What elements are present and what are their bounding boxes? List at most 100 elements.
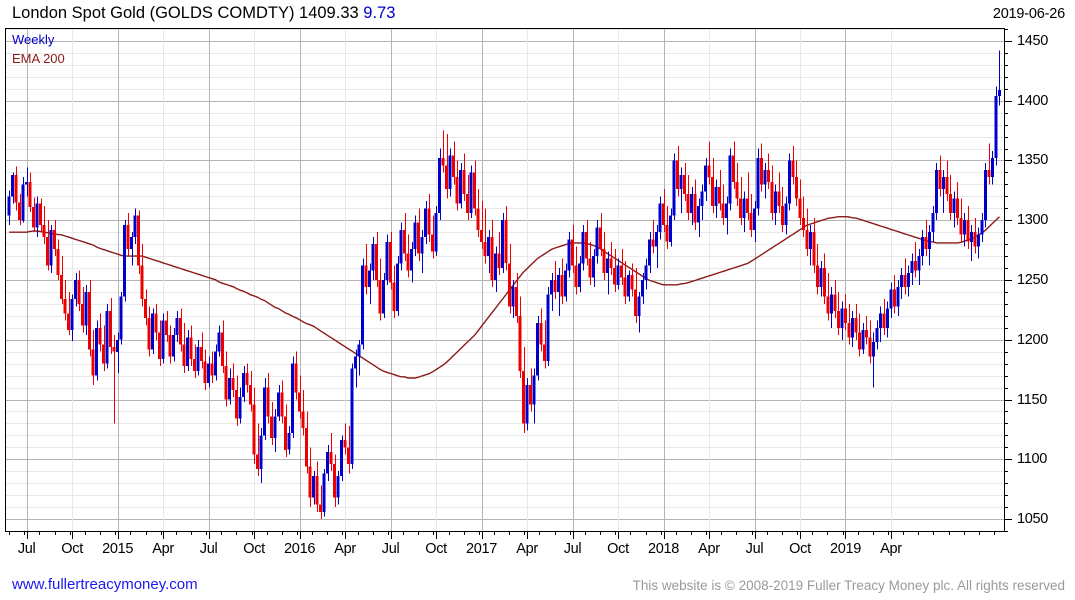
y-axis-tick-minor bbox=[1005, 531, 1008, 532]
x-axis-tick-minor bbox=[373, 532, 374, 535]
x-axis-tick-minor bbox=[918, 532, 919, 535]
x-axis-tick-minor bbox=[236, 532, 237, 535]
y-axis-tick-major bbox=[1005, 41, 1012, 42]
x-axis-label: Oct bbox=[243, 541, 265, 557]
y-axis-tick-major bbox=[1005, 101, 1012, 102]
x-axis-label: Jul bbox=[745, 541, 764, 557]
x-axis-tick-minor bbox=[979, 532, 980, 535]
x-axis-tick-minor bbox=[843, 532, 844, 535]
y-axis-tick-minor bbox=[1005, 149, 1008, 150]
y-axis-tick-minor bbox=[1005, 292, 1008, 293]
x-axis-tick-minor bbox=[85, 532, 86, 535]
x-axis-tick-minor bbox=[585, 532, 586, 535]
x-axis-label: Apr bbox=[698, 541, 720, 557]
y-axis-tick-minor bbox=[1005, 447, 1008, 448]
x-axis-tick-minor bbox=[630, 532, 631, 535]
x-axis-tick-minor bbox=[24, 532, 25, 535]
x-axis-tick-minor bbox=[433, 532, 434, 535]
x-axis-tick-minor bbox=[146, 532, 147, 535]
x-axis-tick-major bbox=[800, 532, 801, 539]
x-axis-label: Oct bbox=[425, 541, 447, 557]
x-axis-tick-major bbox=[573, 532, 574, 539]
y-axis-tick-minor bbox=[1005, 113, 1008, 114]
y-axis-tick-major bbox=[1005, 340, 1012, 341]
y-axis-label: 1350 bbox=[1017, 152, 1049, 169]
y-axis-tick-minor bbox=[1005, 376, 1008, 377]
x-axis-tick-minor bbox=[903, 532, 904, 535]
x-axis-tick-minor bbox=[782, 532, 783, 535]
y-axis-tick-major bbox=[1005, 220, 1012, 221]
x-axis-tick-major bbox=[755, 532, 756, 539]
x-axis-tick-minor bbox=[191, 532, 192, 535]
x-axis-tick-major bbox=[72, 532, 73, 539]
footer-site-url[interactable]: www.fullertreacymoney.com bbox=[12, 576, 198, 593]
x-axis-tick-minor bbox=[858, 532, 859, 535]
x-axis-tick-minor bbox=[70, 532, 71, 535]
annotation-periodicity: Weekly bbox=[12, 32, 55, 47]
x-axis-label: 2016 bbox=[284, 541, 316, 557]
y-axis-tick-minor bbox=[1005, 507, 1008, 508]
y-axis: 1050 1100 1150 1200 1250 1300 1350 1400 1450 bbox=[1005, 28, 1075, 532]
y-axis-tick-minor bbox=[1005, 352, 1008, 353]
x-axis-tick-minor bbox=[327, 532, 328, 535]
y-axis-tick-minor bbox=[1005, 423, 1008, 424]
y-axis-tick-minor bbox=[1005, 495, 1008, 496]
y-axis-tick-minor bbox=[1005, 483, 1008, 484]
x-axis-tick-minor bbox=[130, 532, 131, 535]
x-axis-tick-minor bbox=[539, 532, 540, 535]
y-axis-tick-minor bbox=[1005, 137, 1008, 138]
y-axis-tick-minor bbox=[1005, 388, 1008, 389]
x-axis-tick-minor bbox=[39, 532, 40, 535]
price-change: 9.73 bbox=[363, 4, 396, 22]
y-axis-tick-minor bbox=[1005, 435, 1008, 436]
y-axis-tick-minor bbox=[1005, 244, 1008, 245]
y-axis-tick-minor bbox=[1005, 77, 1008, 78]
x-axis-tick-minor bbox=[888, 532, 889, 535]
x-axis-label: 2017 bbox=[466, 541, 498, 557]
x-axis-tick-major bbox=[27, 532, 28, 539]
x-axis-tick-minor bbox=[342, 532, 343, 535]
x-axis-tick-minor bbox=[9, 532, 10, 535]
x-axis-tick-minor bbox=[403, 532, 404, 535]
x-axis-tick-major bbox=[709, 532, 710, 539]
y-axis-tick-minor bbox=[1005, 328, 1008, 329]
x-axis-tick-minor bbox=[494, 532, 495, 535]
x-axis-tick-minor bbox=[176, 532, 177, 535]
x-axis-tick-minor bbox=[206, 532, 207, 535]
y-axis-tick-minor bbox=[1005, 196, 1008, 197]
x-axis-tick-minor bbox=[661, 532, 662, 535]
x-axis-tick-minor bbox=[706, 532, 707, 535]
x-axis-label: Apr bbox=[880, 541, 902, 557]
x-axis-tick-minor bbox=[524, 532, 525, 535]
x-axis-label: Apr bbox=[516, 541, 538, 557]
y-axis-tick-minor bbox=[1005, 125, 1008, 126]
x-axis-label: 2015 bbox=[102, 541, 134, 557]
y-axis-label: 1450 bbox=[1017, 32, 1049, 49]
y-axis-tick-minor bbox=[1005, 232, 1008, 233]
x-axis: Jul Oct 2015 Apr Jul Oct 2016 Apr Jul Oct 2017 Apr J… bbox=[5, 532, 1005, 562]
x-axis-tick-minor bbox=[646, 532, 647, 535]
y-axis-label: 1250 bbox=[1017, 272, 1049, 288]
x-axis-tick-minor bbox=[100, 532, 101, 535]
page-title: London Spot Gold (GOLDS COMDTY) 1409.33 … bbox=[12, 2, 395, 24]
x-axis-tick-minor bbox=[964, 532, 965, 535]
x-axis-label: Oct bbox=[607, 541, 629, 557]
plot-area: Weekly EMA 200 bbox=[5, 28, 1005, 532]
x-axis-tick-major bbox=[345, 532, 346, 539]
y-axis-label: 1150 bbox=[1017, 391, 1047, 408]
x-axis-label: Jul bbox=[199, 541, 218, 557]
y-axis-tick-minor bbox=[1005, 172, 1008, 173]
x-axis-tick-minor bbox=[676, 532, 677, 535]
x-axis-label: Oct bbox=[61, 541, 83, 557]
x-axis-tick-minor bbox=[994, 532, 995, 535]
x-axis-label: Oct bbox=[789, 541, 811, 557]
x-axis-label: Jul bbox=[563, 541, 582, 557]
y-axis-tick-minor bbox=[1005, 268, 1008, 269]
y-axis-label: 1400 bbox=[1017, 92, 1049, 109]
x-axis-tick-minor bbox=[767, 532, 768, 535]
y-axis-tick-major bbox=[1005, 400, 1012, 401]
chart-footer: www.fullertreacymoney.com This website i… bbox=[0, 572, 1075, 600]
x-axis-tick-minor bbox=[752, 532, 753, 535]
x-axis-tick-minor bbox=[449, 532, 450, 535]
